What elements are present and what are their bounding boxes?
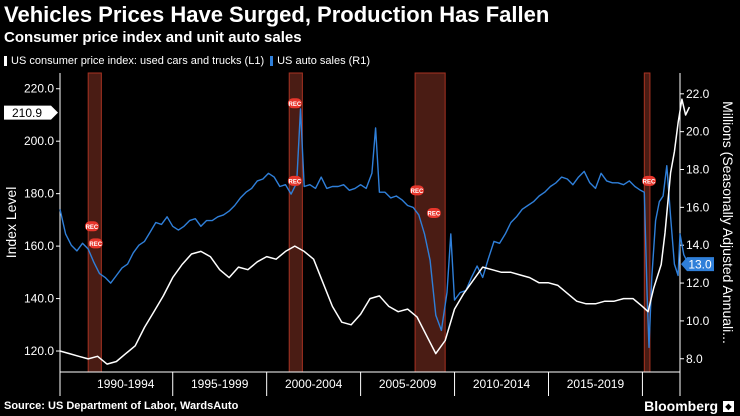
legend: US consumer price index: used cars and t… [4, 55, 376, 67]
left-tick-label: 220.0 [24, 82, 54, 96]
last-value-label-sales: 13.0 [688, 258, 712, 272]
x-tick-label: 2015-2019 [567, 377, 625, 391]
legend-item-cpi[interactable]: US consumer price index: used cars and t… [4, 55, 264, 67]
left-tick-label: 200.0 [24, 134, 54, 148]
rec-marker-label: REC [428, 212, 441, 218]
rec-marker [88, 238, 103, 249]
right-tick-label: 8.0 [686, 352, 703, 366]
chart-subtitle: Consumer price index and unit auto sales [4, 29, 302, 46]
series-line-used-car-cpi [59, 98, 691, 365]
rec-marker [426, 208, 441, 219]
bloomberg-icon: ◆ [723, 401, 734, 412]
right-tick-label: 14.0 [686, 238, 710, 252]
right-tick-label: 22.0 [686, 87, 710, 101]
chart-title: Vehicles Prices Have Surged, Production … [4, 2, 550, 27]
left-tick-label: 120.0 [24, 344, 54, 358]
rec-marker-label: REC [411, 189, 424, 195]
right-axis-label: Millions (Seasonally Adjusted Annuali... [720, 101, 736, 344]
rec-marker [287, 175, 302, 186]
legend-item-sales[interactable]: US auto sales (R1) [270, 55, 370, 67]
left-tick-label: 180.0 [24, 187, 54, 201]
right-tick-label: 20.0 [686, 125, 710, 139]
legend-swatch-cpi [4, 56, 7, 66]
left-tick-label: 160.0 [24, 239, 54, 253]
rec-marker-label: REC [643, 179, 656, 185]
x-tick-label: 2005-2009 [379, 377, 437, 391]
legend-label-sales: US auto sales (R1) [277, 55, 371, 67]
left-axis-label: Index Level [3, 187, 19, 259]
bloomberg-logo: Bloomberg [644, 398, 718, 414]
rec-marker-label: REC [289, 179, 302, 185]
last-value-label-cpi: 210.9 [12, 106, 42, 120]
rec-marker [642, 175, 656, 186]
x-tick-label: 1990-1994 [97, 377, 155, 391]
x-tick-label: 1995-1999 [191, 377, 249, 391]
left-tick-label: 140.0 [24, 292, 54, 306]
right-tick-label: 10.0 [686, 314, 710, 328]
x-tick-label: 2000-2004 [285, 377, 343, 391]
right-tick-label: 18.0 [686, 163, 710, 177]
last-value-badge-sales [681, 257, 714, 272]
rec-marker-label: REC [86, 225, 99, 231]
rec-marker [409, 185, 424, 196]
series-line-us-auto-sales [59, 108, 689, 349]
rec-marker [287, 98, 302, 109]
right-tick-label: 12.0 [686, 276, 710, 290]
source-note: Source: US Department of Labor, WardsAut… [4, 400, 239, 412]
last-value-badge-cpi [4, 105, 58, 120]
rec-marker-label: REC [289, 102, 302, 108]
rec-marker [84, 221, 99, 232]
legend-swatch-sales [270, 56, 274, 66]
x-tick-label: 2010-2014 [473, 377, 531, 391]
rec-marker-label: REC [89, 242, 102, 248]
right-tick-label: 16.0 [686, 200, 710, 214]
legend-label-cpi: US consumer price index: used cars and t… [11, 55, 265, 67]
